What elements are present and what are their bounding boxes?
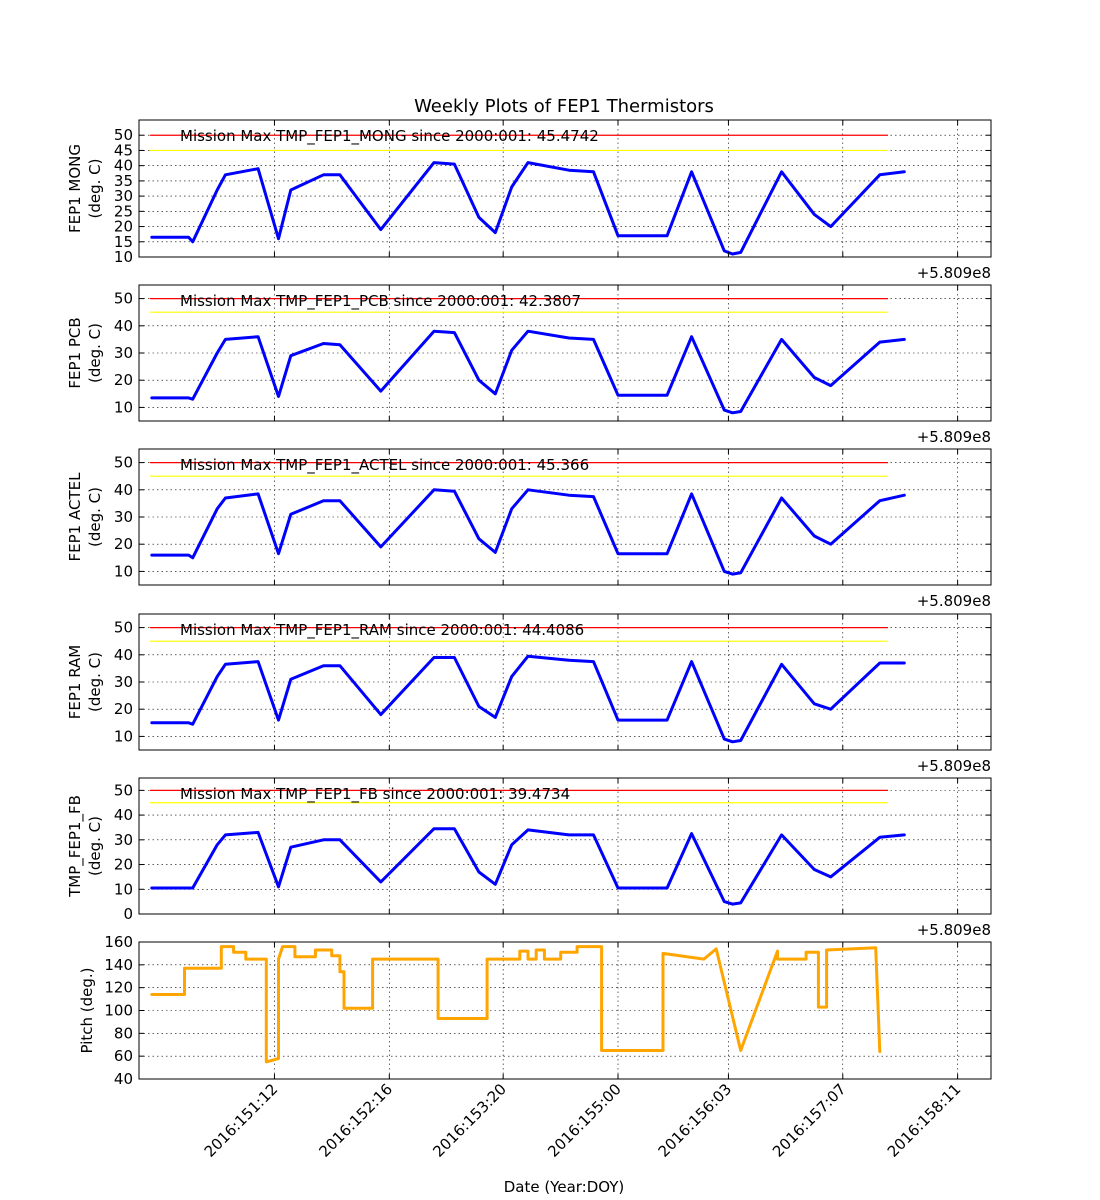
y-tick-label: 40 — [114, 646, 133, 664]
y-tick-label: 40 — [114, 157, 133, 175]
y-tick-label: 60 — [114, 1047, 133, 1065]
x-tick-label: 2016:152:16 — [316, 1080, 397, 1161]
y-tick-label: 40 — [114, 806, 133, 824]
data-series-line — [150, 488, 906, 576]
y-axis-label-unit: (deg. C) — [86, 487, 104, 547]
y-tick-label: 140 — [104, 956, 133, 974]
y-axis-label-line: FEP1 MONG — [66, 144, 84, 233]
y-tick-label: 30 — [114, 508, 133, 526]
x-tick-label: 2016:158:11 — [884, 1080, 965, 1161]
y-tick-label: 10 — [114, 398, 133, 416]
mission-max-annotation: Mission Max TMP_FEP1_PCB since 2000:001:… — [180, 292, 581, 311]
x-axis-label: Date (Year:DOY) — [504, 1178, 625, 1196]
y-tick-label: 30 — [114, 344, 133, 362]
x-tick-label: 2016:155:00 — [544, 1080, 625, 1161]
data-series-line — [150, 161, 906, 256]
y-axis-label: TMP_FEP1_FB (deg. C) — [66, 795, 104, 898]
y-tick-label: 0 — [123, 905, 133, 923]
mission-max-annotation: Mission Max TMP_FEP1_ACTEL since 2000:00… — [180, 456, 589, 475]
y-axis-label-line: FEP1 PCB — [66, 317, 84, 388]
y-tick-label: 15 — [114, 233, 133, 251]
panel-6: 40 60 80 100 120 140 160 Pitch (deg.) — [78, 933, 992, 1088]
data-series-line — [150, 945, 882, 1064]
y-tick-label: 10 — [114, 880, 133, 898]
chart-title: Weekly Plots of FEP1 Thermistors — [414, 96, 714, 117]
y-axis-label: FEP1 ACTEL (deg. C) — [66, 472, 104, 562]
y-axis-label: FEP1 MONG (deg. C) — [66, 144, 104, 233]
y-axis-label-line: Pitch (deg.) — [78, 967, 96, 1053]
panel-5: 0 10 20 30 40 50 TMP_FEP1_FB (deg. C) Mission Ma… — [66, 777, 992, 939]
y-tick-label: 50 — [114, 781, 133, 799]
x-tick-labels: 2016:151:12 2016:152:16 2016:153:20 2016:15… — [201, 1080, 965, 1161]
y-tick-label: 20 — [114, 535, 133, 553]
y-tick-label: 20 — [114, 856, 133, 874]
mission-max-annotation: Mission Max TMP_FEP1_MONG since 2000:001… — [180, 127, 599, 146]
y-tick-label: 30 — [114, 673, 133, 691]
y-tick-label: 50 — [114, 290, 133, 308]
y-axis-label-line: FEP1 ACTEL — [66, 472, 84, 562]
y-axis-label-line: TMP_FEP1_FB — [66, 795, 85, 898]
y-tick-label: 10 — [114, 727, 133, 745]
y-axis-label: FEP1 PCB (deg. C) — [66, 317, 104, 388]
y-tick-label: 20 — [114, 700, 133, 718]
y-axis-label: Pitch (deg.) — [78, 967, 96, 1053]
y-tick-label: 30 — [114, 831, 133, 849]
y-tick-label: 50 — [114, 126, 133, 144]
y-tick-label: 25 — [114, 202, 133, 220]
y-axis-label: FEP1 RAM (deg. C) — [66, 645, 104, 719]
y-tick-label: 50 — [114, 619, 133, 637]
x-tick-label: 2016:153:20 — [429, 1080, 510, 1161]
y-tick-label: 35 — [114, 172, 133, 190]
x-offset-label: +5.809e8 — [917, 757, 991, 775]
mission-max-annotation: Mission Max TMP_FEP1_RAM since 2000:001:… — [180, 621, 584, 640]
axes-frame — [138, 119, 992, 258]
panel-4: 10 20 30 40 50 FEP1 RAM (deg. C) Mission Max TM… — [66, 613, 992, 775]
y-tick-label: 40 — [114, 481, 133, 499]
data-series-line — [150, 654, 906, 744]
y-tick-label: 50 — [114, 454, 133, 472]
y-tick-label: 40 — [114, 317, 133, 335]
y-tick-label: 10 — [114, 562, 133, 580]
axes-frame — [138, 777, 992, 915]
y-axis-label-unit: (deg. C) — [86, 159, 104, 219]
x-offset-label: +5.809e8 — [917, 264, 991, 282]
y-tick-label: 160 — [104, 933, 133, 951]
y-axis-label-unit: (deg. C) — [86, 323, 104, 383]
panel-3: 10 20 30 40 50 FEP1 ACTEL (deg. C) Mission Max … — [66, 448, 992, 610]
x-tick-label: 2016:156:03 — [655, 1080, 736, 1161]
mission-max-annotation: Mission Max TMP_FEP1_FB since 2000:001: … — [180, 785, 570, 804]
y-tick-label: 30 — [114, 187, 133, 205]
panel-2: 10 20 30 40 50 FEP1 PCB (deg. C) Mission Max TM… — [66, 284, 992, 446]
y-tick-label: 20 — [114, 371, 133, 389]
y-tick-label: 40 — [114, 1070, 133, 1088]
y-tick-label: 45 — [114, 141, 133, 159]
y-axis-label-line: FEP1 RAM — [66, 645, 84, 719]
y-tick-label: 20 — [114, 218, 133, 236]
y-axis-label-unit: (deg. C) — [86, 652, 104, 712]
x-tick-label: 2016:157:07 — [769, 1080, 850, 1161]
y-axis-label-unit: (deg. C) — [86, 816, 104, 876]
data-series-line — [150, 827, 906, 906]
y-tick-label: 80 — [114, 1024, 133, 1042]
y-tick-label: 100 — [104, 1002, 133, 1020]
x-tick-label: 2016:151:12 — [201, 1080, 282, 1161]
y-tick-label: 10 — [114, 248, 133, 266]
x-offset-label: +5.809e8 — [917, 921, 991, 939]
data-series-line — [150, 329, 906, 415]
x-offset-label: +5.809e8 — [917, 428, 991, 446]
x-offset-label: +5.809e8 — [917, 592, 991, 610]
y-tick-label: 120 — [104, 979, 133, 997]
